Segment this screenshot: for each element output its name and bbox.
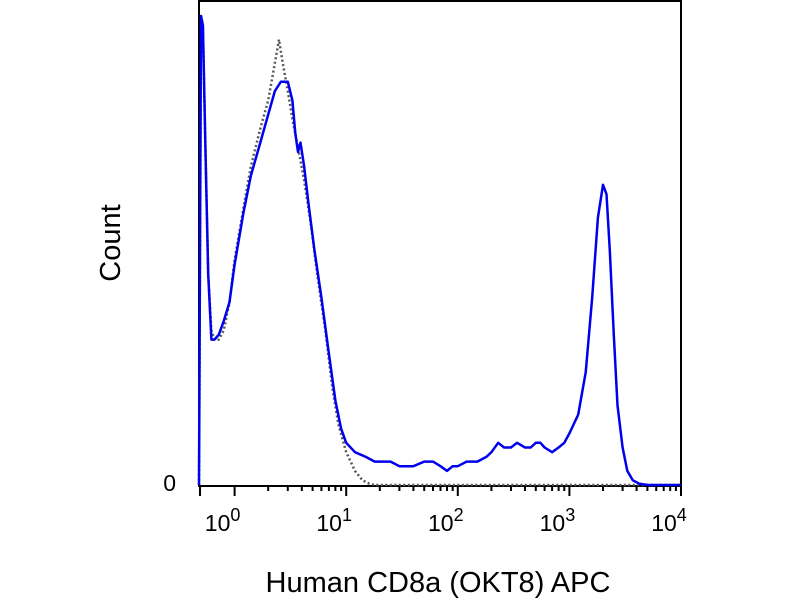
x-tick-label-4: 104 xyxy=(651,505,687,536)
y-axis-title: Count xyxy=(95,204,127,281)
x-tick-label-exponent: 3 xyxy=(565,505,575,525)
x-tick-label-1: 101 xyxy=(316,505,352,536)
x-tick-label-0: 100 xyxy=(205,505,241,536)
x-tick-label-base: 10 xyxy=(428,510,454,536)
y-tick-label-zero: 0 xyxy=(163,470,176,496)
x-axis-title: Human CD8a (OKT8) APC xyxy=(266,567,611,599)
x-tick-label-exponent: 4 xyxy=(677,505,687,525)
x-axis-tick-labels: 100 101 102 103 104 xyxy=(205,505,687,536)
x-axis-ticks xyxy=(199,486,682,496)
x-tick-label-base: 10 xyxy=(316,510,342,536)
x-tick-label-exponent: 1 xyxy=(342,505,352,525)
series-line-sample xyxy=(197,14,681,487)
series-line-isotype-control xyxy=(197,14,681,487)
x-tick-label-base: 10 xyxy=(205,510,231,536)
series-layer xyxy=(197,14,681,487)
x-tick-label-exponent: 0 xyxy=(230,505,240,525)
x-tick-label-2: 102 xyxy=(428,505,464,536)
x-tick-label-base: 10 xyxy=(651,510,677,536)
x-tick-label-exponent: 2 xyxy=(454,505,464,525)
x-tick-label-base: 10 xyxy=(540,510,566,536)
x-tick-label-3: 103 xyxy=(540,505,576,536)
